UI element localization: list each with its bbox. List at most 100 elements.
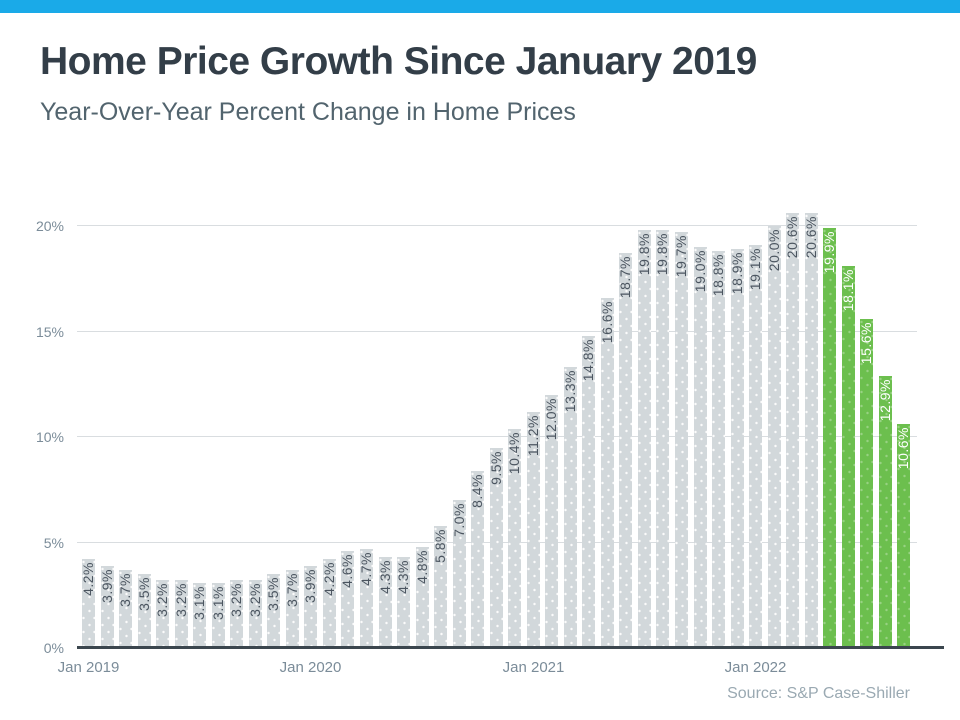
bar-value-label: 3.1% (191, 586, 208, 620)
gridline (77, 436, 917, 437)
bar: 3.7% (117, 570, 134, 648)
bar-value-label: 4.3% (376, 560, 393, 594)
bar-value-label: 10.6% (895, 427, 912, 470)
bar-value-label: 4.2% (320, 562, 337, 596)
bar-value-label: 3.1% (209, 586, 226, 620)
bar: 15.6% (858, 319, 874, 648)
bar: 4.2% (80, 559, 96, 648)
bar-value-label: 10.4% (506, 432, 523, 475)
bar-value-label: 3.9% (302, 569, 319, 603)
bar: 18.1% (839, 266, 856, 648)
bar-value-label: 18.7% (617, 256, 634, 299)
source-note: Source: S&P Case-Shiller (727, 685, 910, 702)
bar-value-label: 18.8% (710, 254, 727, 297)
y-tick-label: 5% (43, 534, 64, 551)
bar: 10.4% (506, 429, 523, 648)
y-tick-label: 20% (35, 218, 64, 234)
bar-group: 4.2% 3.9% 3.7% 3.5% 3.2% 3.2% 3.1% 3.1% 3.2% 3.2%… (80, 180, 912, 648)
bar-value-label: 19.0% (691, 250, 708, 293)
bar: 14.8% (580, 336, 597, 648)
bar-value-label: 3.5% (135, 577, 152, 611)
bar: 3.5% (135, 574, 152, 648)
bar-value-label: 3.2% (172, 583, 189, 617)
x-tick-label: Jan 2019 (57, 659, 120, 676)
bar-value-label: 19.8% (654, 233, 671, 276)
bar-value-label: 4.7% (357, 552, 374, 586)
x-tick-label: Jan 2021 (502, 659, 565, 676)
bar-value-label: 14.8% (580, 339, 597, 382)
bar-value-label: 20.6% (784, 216, 801, 259)
bar-value-label: 19.9% (821, 231, 838, 274)
bar-value-label: 3.7% (283, 573, 300, 607)
bar-value-label: 9.5% (487, 451, 504, 485)
bar: 19.8% (636, 230, 652, 648)
bar-value-label: 20.6% (802, 216, 819, 259)
bar: 20.0% (765, 226, 782, 648)
bar: 3.2% (172, 580, 189, 648)
y-axis-labels: 0% 5% 10% 15% 20% (0, 180, 64, 656)
bar-value-label: 3.9% (98, 569, 115, 603)
bar: 3.7% (283, 570, 300, 648)
bar: 18.8% (710, 251, 727, 648)
bar: 18.9% (729, 249, 745, 648)
bar: 9.5% (487, 448, 504, 648)
bar: 7.0% (450, 500, 467, 648)
bar: 3.2% (228, 580, 245, 648)
bar: 19.0% (691, 247, 708, 648)
page-title: Home Price Growth Since January 2019 (40, 40, 757, 83)
bar: 19.1% (747, 245, 764, 648)
bar: 4.8% (413, 547, 430, 648)
bar: 4.3% (376, 557, 393, 648)
bar: 12.9% (876, 376, 893, 648)
bar: 5.8% (432, 526, 449, 648)
gridline (77, 225, 917, 226)
bar: 11.2% (525, 412, 541, 648)
x-tick-label: Jan 2022 (724, 659, 787, 676)
bar-value-label: 3.2% (246, 583, 263, 617)
bar-value-label: 16.6% (598, 301, 615, 344)
bar: 3.5% (265, 574, 282, 648)
page-subtitle: Year-Over-Year Percent Change in Home Pr… (40, 98, 576, 126)
bar: 3.1% (209, 583, 226, 648)
bar-value-label: 4.2% (80, 562, 96, 596)
bar-value-label: 12.0% (543, 398, 560, 441)
x-axis-baseline (77, 646, 944, 649)
y-tick-label: 15% (35, 323, 64, 340)
bar-value-label: 5.8% (432, 529, 449, 563)
bar: 3.2% (246, 580, 263, 648)
bar: 3.9% (98, 566, 115, 648)
bar-value-label: 19.7% (673, 235, 689, 278)
bar-value-label: 13.3% (561, 370, 578, 413)
plot-area: 4.2% 3.9% 3.7% 3.5% 3.2% 3.2% 3.1% 3.1% 3.2% 3.2%… (58, 180, 944, 675)
bar: 4.7% (357, 549, 374, 648)
bar-value-label: 3.7% (117, 573, 134, 607)
bar: 12.0% (543, 395, 560, 648)
bar-value-label: 4.6% (339, 554, 356, 588)
bar-value-label: 3.2% (228, 583, 245, 617)
gridline (77, 330, 917, 332)
y-tick-label: 0% (43, 640, 64, 656)
bar: 19.9% (821, 228, 838, 648)
bar-value-label: 19.1% (747, 248, 764, 291)
bar-value-label: 12.9% (876, 379, 893, 422)
bar-value-label: 8.4% (469, 474, 486, 508)
bar: 3.2% (154, 580, 171, 648)
bar-value-label: 3.5% (265, 577, 282, 611)
x-tick-label: Jan 2020 (279, 659, 342, 676)
bar-value-label: 4.8% (413, 550, 430, 584)
top-accent-bar (0, 0, 960, 13)
bar: 3.9% (302, 566, 319, 648)
bar: 8.4% (469, 471, 486, 648)
bar-value-label: 7.0% (450, 503, 467, 537)
bar: 19.8% (654, 230, 671, 648)
bar: 3.1% (191, 583, 208, 648)
bar: 18.7% (617, 253, 634, 648)
bar: 10.6% (895, 424, 912, 648)
bar-value-label: 20.0% (765, 229, 782, 272)
bar-value-label: 18.1% (839, 269, 856, 312)
bar-value-label: 3.2% (154, 583, 171, 617)
bar: 19.7% (673, 232, 689, 648)
bar: 4.6% (339, 551, 356, 648)
y-tick-label: 10% (35, 429, 64, 445)
bar: 16.6% (598, 298, 615, 648)
